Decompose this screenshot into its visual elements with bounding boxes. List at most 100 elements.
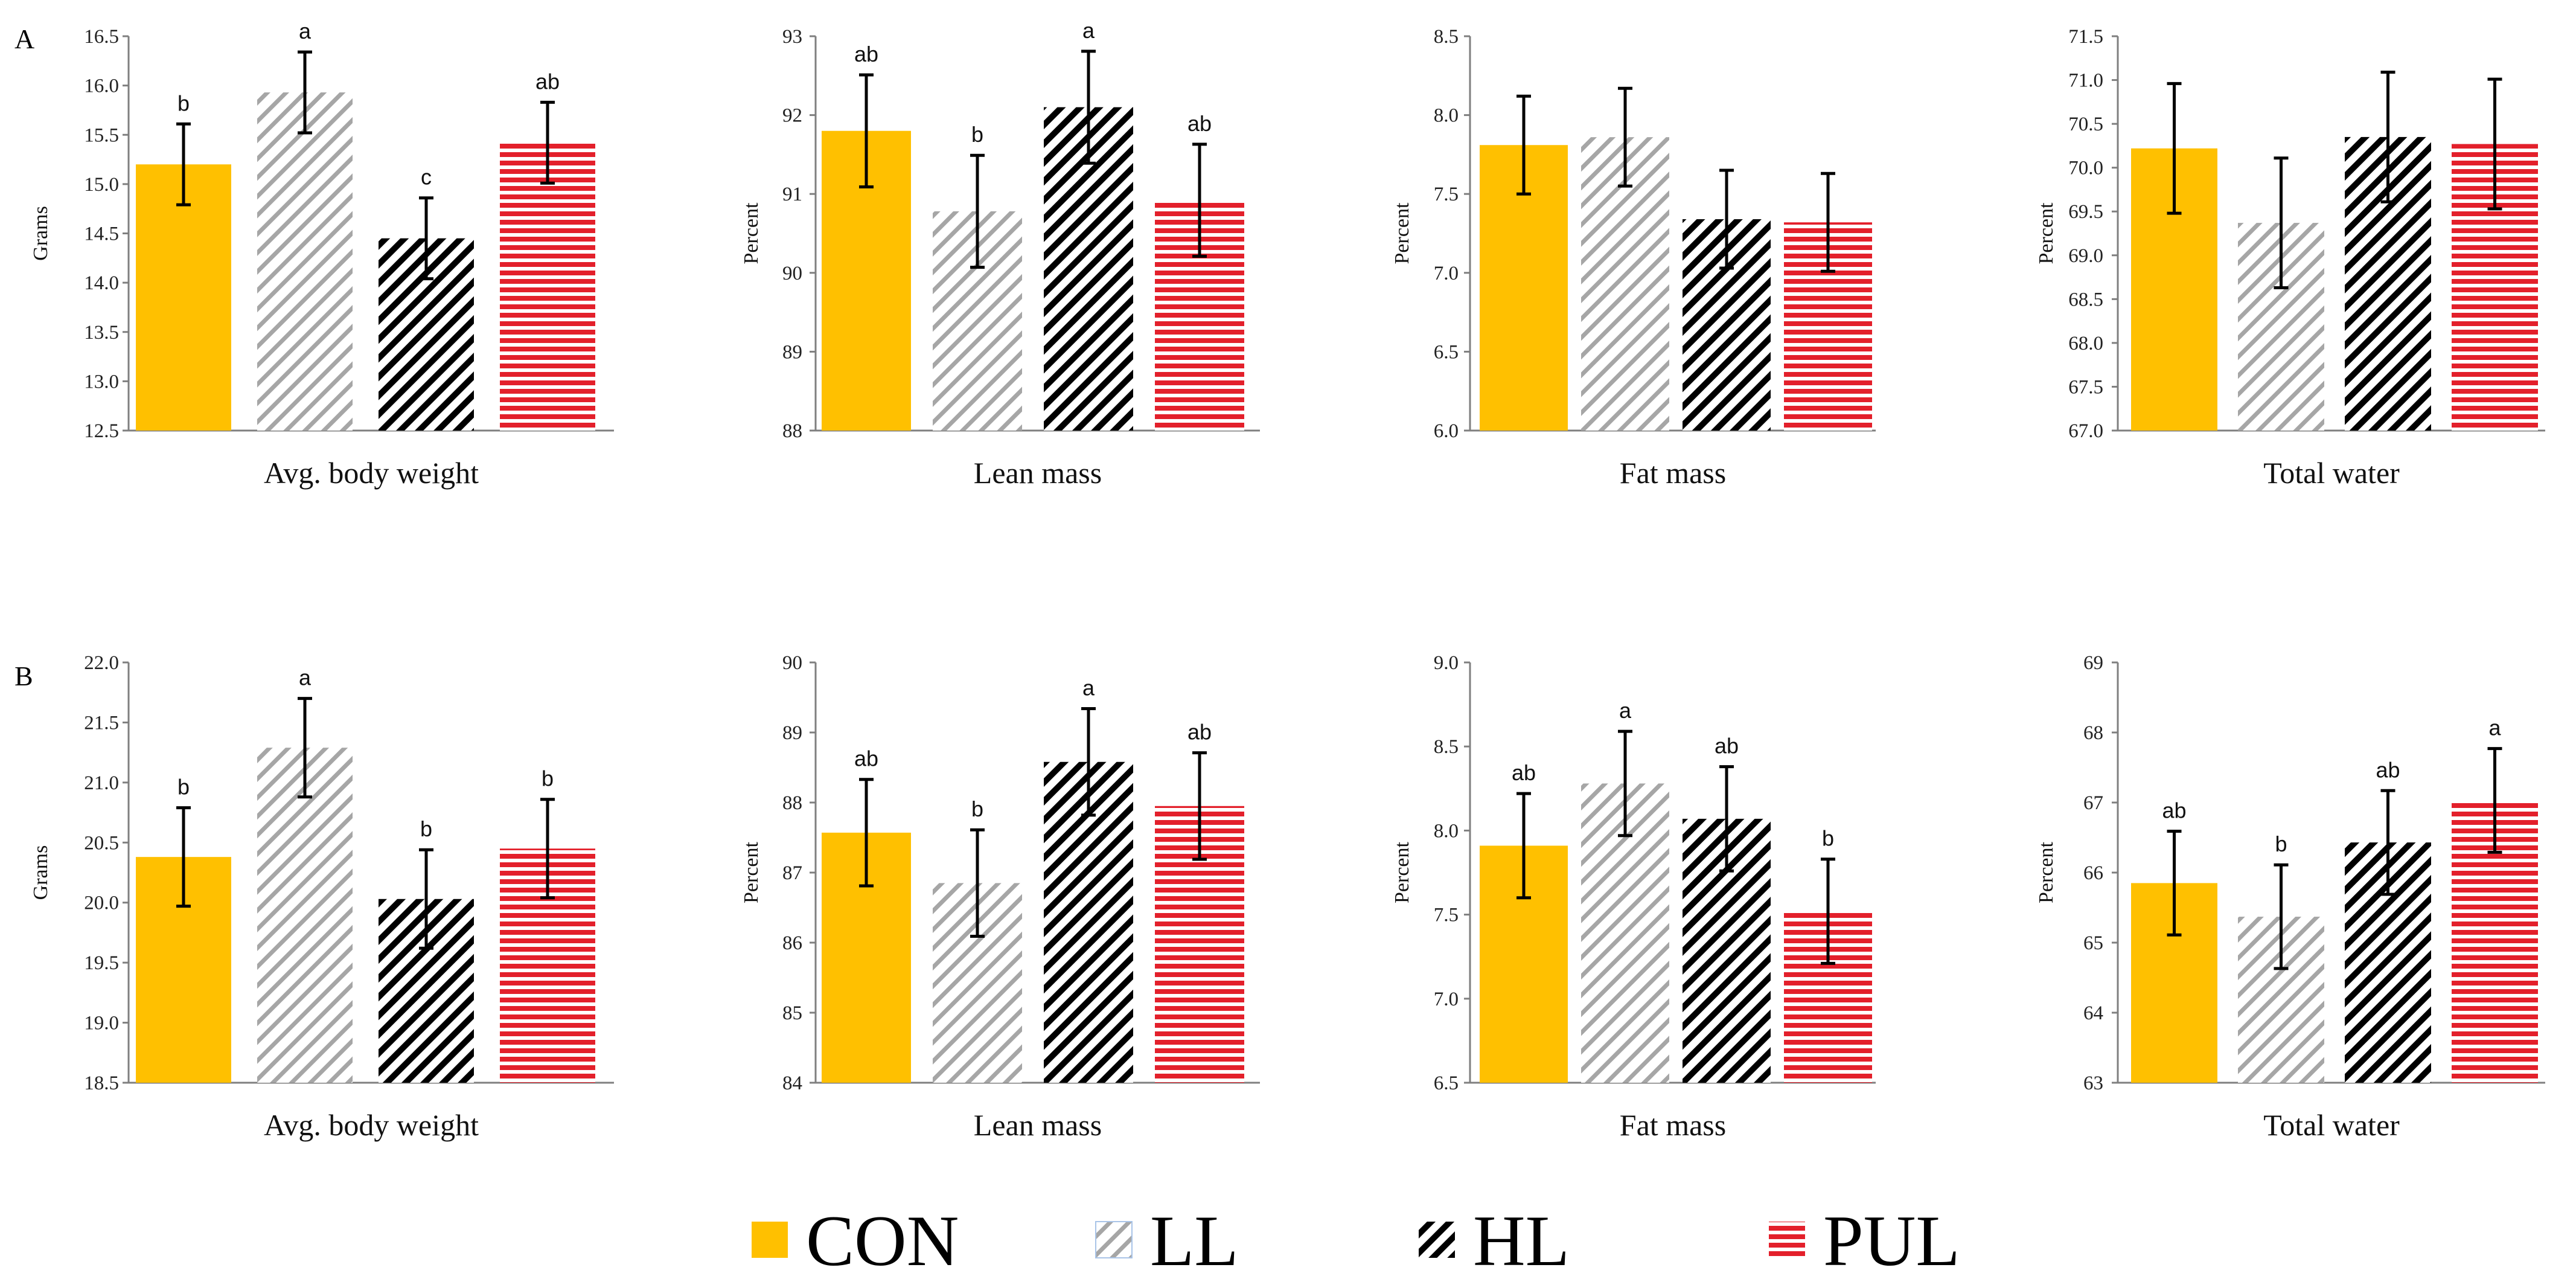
chart-a-2-y-tick-label: 89: [782, 341, 802, 363]
chart-b-3-sig-label-pul: b: [1822, 826, 1834, 851]
chart-b-1-y-axis-title: Grams: [30, 845, 52, 900]
chart-a-1: 12.5 13.0 13.5 14.0 14.5 15.0 15.5 16.0 16.5 Gram…: [30, 19, 614, 490]
chart-a-2-x-axis-title: Lean mass: [974, 456, 1102, 490]
chart-a-3-y-tick-label: 8.0: [1434, 105, 1459, 127]
chart-b-2-y-axis-title: Percent: [740, 841, 762, 903]
chart-a-4-y-tick-label: 68.5: [2068, 289, 2103, 310]
chart-b-4: 63 64 65 66 67 68 69 Percent Total water ab b ab a: [2035, 652, 2545, 1142]
chart-b-1-y-tick-label: 19.0: [84, 1013, 119, 1034]
chart-b-3-sig-label-con: ab: [1512, 760, 1536, 785]
panel-label-a: A: [14, 24, 34, 54]
chart-b-1-x-axis-title: Avg. body weight: [264, 1108, 479, 1142]
chart-a-1-y-tick-label: 14.0: [84, 272, 119, 294]
chart-a-1-y-axis-title: Grams: [30, 206, 52, 261]
chart-a-1-x-axis-title: Avg. body weight: [264, 456, 479, 490]
chart-a-1-y-tick-label: 14.5: [84, 223, 119, 245]
chart-b-2-sig-label-con: ab: [854, 746, 878, 771]
chart-a-3-y-tick-label: 6.5: [1434, 341, 1459, 363]
legend-label-con: CON: [806, 1200, 959, 1281]
chart-a-1-y-tick-label: 15.0: [84, 174, 119, 196]
chart-a-4-y-tick-label: 68.0: [2068, 333, 2103, 354]
chart-a-3-y-axis-title: Percent: [1391, 202, 1413, 264]
chart-b-4-y-axis-title: Percent: [2035, 841, 2057, 903]
chart-a-1-sig-label-ll: a: [299, 19, 312, 43]
chart-a-2-sig-label-hl: a: [1082, 18, 1095, 43]
chart-a-2-y-tick-label: 93: [782, 26, 802, 48]
chart-b-1-y-tick-label: 21.0: [84, 772, 119, 794]
chart-a-1-bar-ll: [257, 92, 353, 431]
chart-b-2-sig-label-ll: b: [971, 796, 983, 821]
chart-b-2-y-tick-label: 88: [782, 792, 802, 814]
chart-b-1-y-tick-label: 20.0: [84, 893, 119, 914]
chart-a-1-sig-label-pul: ab: [535, 69, 560, 94]
chart-a-2-sig-label-ll: b: [971, 122, 983, 147]
chart-b-1-sig-label-hl: b: [420, 816, 432, 841]
chart-b-1-sig-label-ll: a: [299, 665, 312, 690]
chart-b-2-y-tick-label: 90: [782, 652, 802, 674]
chart-b-4-sig-label-con: ab: [2162, 798, 2186, 823]
chart-b-1-y-tick-label: 22.0: [84, 652, 119, 674]
chart-b-4-y-tick-label: 64: [2083, 1002, 2103, 1024]
chart-a-3-y-tick-label: 8.5: [1434, 26, 1459, 48]
chart-b-1: 18.5 19.0 19.5 20.0 20.5 21.0 21.5 22.0 Grams Avg…: [30, 652, 614, 1142]
chart-a-2-sig-label-con: ab: [854, 42, 878, 66]
chart-b-1-y-tick-label: 20.5: [84, 832, 119, 854]
legend-swatch-hl: [1419, 1222, 1455, 1258]
chart-b-4-y-tick-label: 63: [2083, 1072, 2103, 1094]
chart-b-1-y-tick-label: 18.5: [84, 1072, 119, 1094]
charts-layer: 12.5 13.0 13.5 14.0 14.5 15.0 15.5 16.0 16.5 Gram…: [30, 18, 2545, 1142]
chart-b-2-y-tick-label: 86: [782, 932, 802, 954]
chart-b-4-y-tick-label: 67: [2083, 792, 2103, 814]
chart-b-3-y-axis-title: Percent: [1391, 841, 1413, 903]
chart-b-2-y-tick-label: 87: [782, 862, 802, 884]
chart-b-4-sig-label-hl: ab: [2376, 757, 2400, 782]
chart-b-3-sig-label-hl: ab: [1715, 734, 1739, 758]
chart-a-1-y-tick-label: 12.5: [84, 420, 119, 442]
chart-a-2-sig-label-pul: ab: [1187, 111, 1212, 136]
chart-b-1-y-tick-label: 21.5: [84, 712, 119, 734]
chart-a-4-y-tick-label: 67.5: [2068, 376, 2103, 398]
chart-a-1-y-tick-label: 13.0: [84, 371, 119, 393]
chart-a-1-y-tick-label: 16.0: [84, 75, 119, 97]
chart-a-3-x-axis-title: Fat mass: [1620, 456, 1726, 490]
chart-a-1-y-tick-label: 15.5: [84, 124, 119, 146]
chart-b-1-bar-ll: [257, 748, 353, 1083]
chart-a-4-y-axis-title: Percent: [2035, 202, 2057, 264]
chart-b-3-y-tick-label: 8.0: [1434, 820, 1459, 842]
chart-b-3: 6.5 7.0 7.5 8.0 8.5 9.0 Percent Fat mass ab a ab b: [1391, 652, 1876, 1142]
chart-b-4-x-axis-title: Total water: [2263, 1108, 2400, 1142]
legend: CON LL HL PUL: [752, 1200, 1960, 1281]
chart-a-3-y-tick-label: 6.0: [1434, 420, 1459, 442]
chart-b-2-sig-label-pul: ab: [1187, 720, 1212, 745]
legend-swatch-pul: [1769, 1222, 1805, 1258]
legend-label-hl: HL: [1473, 1200, 1570, 1281]
legend-label-ll: LL: [1150, 1200, 1239, 1281]
chart-a-1-bar-con: [136, 164, 231, 431]
legend-swatch-ll: [1095, 1221, 1133, 1258]
chart-b-4-sig-label-pul: a: [2488, 716, 2501, 740]
chart-b-3-y-tick-label: 7.5: [1434, 905, 1459, 926]
chart-a-2-y-tick-label: 88: [782, 420, 802, 442]
chart-a-1-y-tick-label: 13.5: [84, 322, 119, 344]
chart-b-4-y-tick-label: 68: [2083, 722, 2103, 744]
chart-a-3-y-tick-label: 7.0: [1434, 263, 1459, 284]
chart-b-1-sig-label-con: b: [177, 775, 190, 800]
chart-a-2-y-tick-label: 90: [782, 263, 802, 284]
chart-b-2-x-axis-title: Lean mass: [974, 1108, 1102, 1142]
chart-b-3-y-tick-label: 9.0: [1434, 652, 1459, 674]
chart-b-2: 84 85 86 87 88 89 90 Percent Lean mass ab b a ab: [740, 652, 1260, 1142]
chart-a-1-sig-label-con: b: [177, 91, 190, 115]
chart-b-1-y-tick-label: 19.5: [84, 952, 119, 974]
chart-a-4-y-tick-label: 69.0: [2068, 245, 2103, 267]
panel-label-b: B: [14, 661, 33, 691]
chart-b-4-y-tick-label: 65: [2083, 932, 2103, 954]
chart-a-4-y-tick-label: 70.5: [2068, 114, 2103, 135]
chart-a-3: 6.0 6.5 7.0 7.5 8.0 8.5 Percent Fat mass: [1391, 26, 1876, 490]
chart-a-1-sig-label-hl: c: [421, 165, 432, 190]
chart-a-4-x-axis-title: Total water: [2263, 456, 2400, 490]
chart-a-2-y-tick-label: 92: [782, 105, 802, 127]
chart-a-2-y-tick-label: 91: [782, 184, 802, 205]
chart-a-4: 67.0 67.5 68.0 68.5 69.0 69.5 70.0 70.5 71.0 71.5…: [2035, 26, 2545, 490]
chart-b-4-y-tick-label: 69: [2083, 652, 2103, 674]
